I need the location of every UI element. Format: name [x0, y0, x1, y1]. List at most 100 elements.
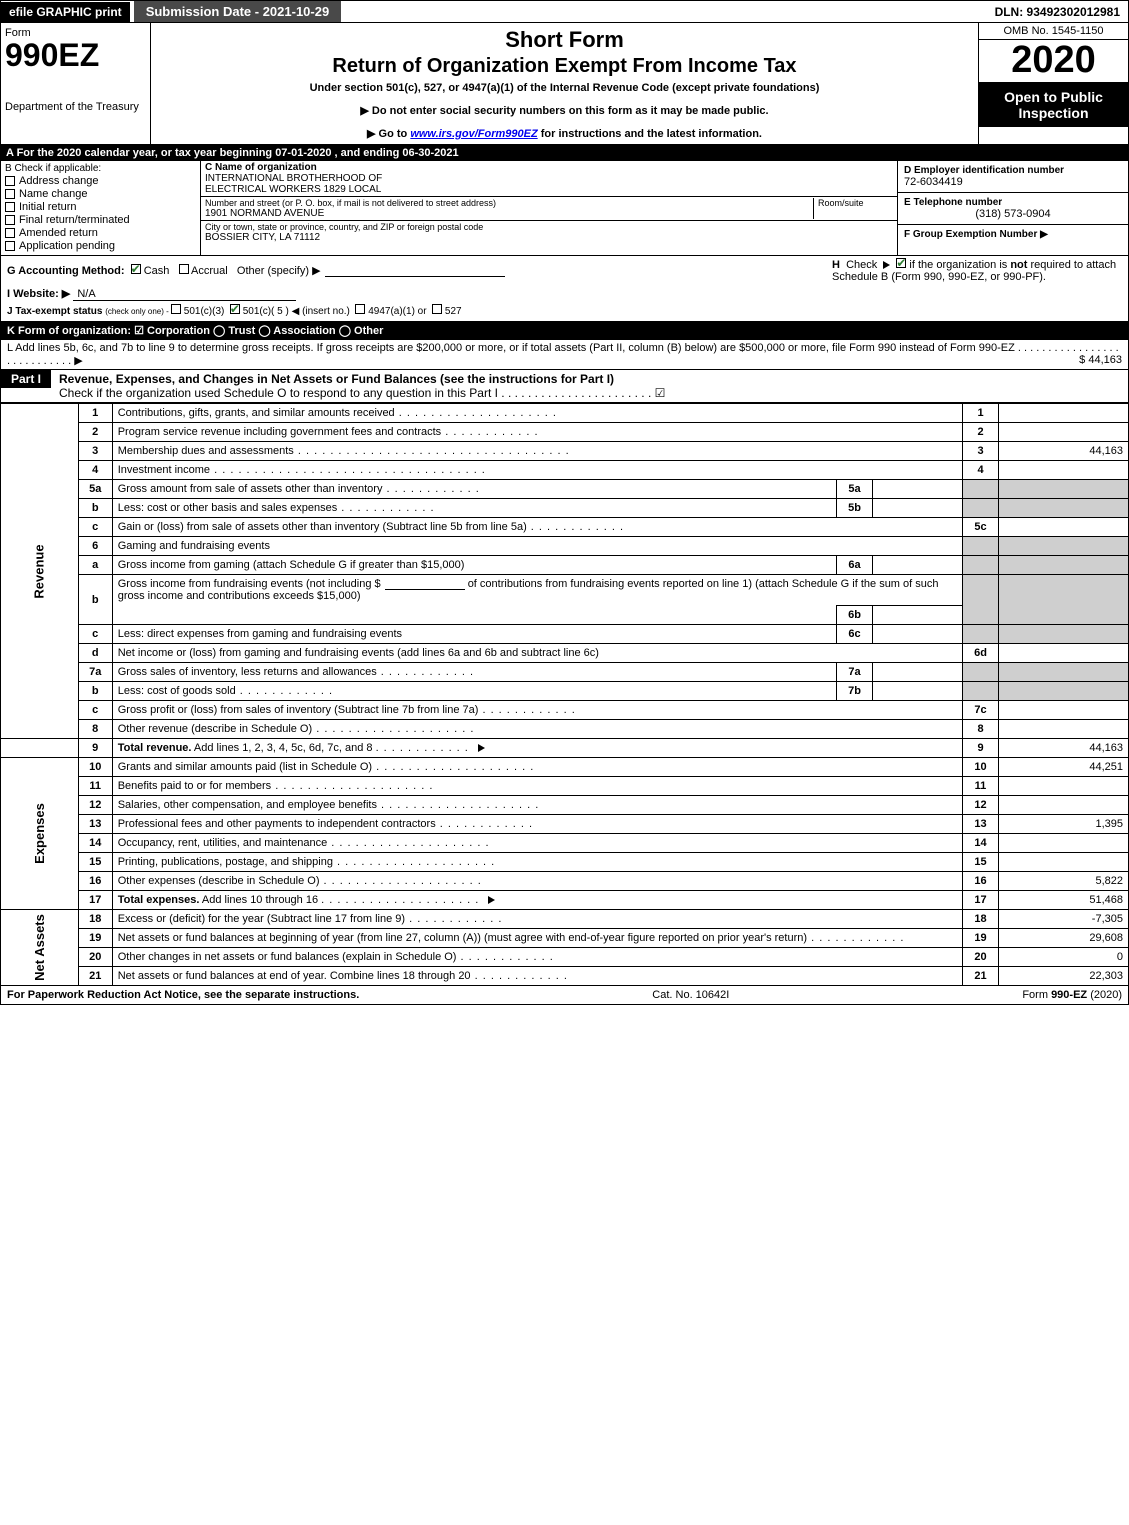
table-row: 12 Salaries, other compensation, and emp…	[1, 796, 1129, 815]
table-row: 2 Program service revenue including gove…	[1, 423, 1129, 442]
line-amount: 5,822	[999, 872, 1129, 891]
ref-num: 2	[963, 423, 999, 442]
table-row: 6 Gaming and fundraising events	[1, 537, 1129, 556]
mini-val	[873, 625, 963, 644]
checkbox-icon[interactable]	[5, 215, 15, 225]
table-row: 11 Benefits paid to or for members 11	[1, 777, 1129, 796]
table-row: c Gain or (loss) from sale of assets oth…	[1, 518, 1129, 537]
line-l: L Add lines 5b, 6c, and 7b to line 9 to …	[0, 340, 1129, 370]
line-j-note: (check only one) -	[105, 307, 171, 316]
line-g-label: G Accounting Method:	[7, 265, 125, 277]
title-shortform: Short Form	[159, 27, 970, 53]
mini-val	[873, 499, 963, 518]
checkbox-icon[interactable]	[5, 176, 15, 186]
mini-ref: 6c	[837, 625, 873, 644]
line-num: b	[78, 682, 112, 701]
tax-year: 2020	[979, 40, 1128, 83]
mini-val	[873, 606, 963, 625]
line-num: 18	[78, 910, 112, 929]
line-desc: Benefits paid to or for members	[118, 780, 271, 792]
section-btof: B Check if applicable: Address change Na…	[0, 161, 1129, 256]
line-desc-bold: Total revenue.	[118, 742, 192, 754]
table-row: b Less: cost or other basis and sales ex…	[1, 499, 1129, 518]
website-value: N/A	[73, 288, 295, 301]
checkbox-icon[interactable]	[5, 202, 15, 212]
amount-shade	[999, 556, 1129, 575]
chk-final-return[interactable]: Final return/terminated	[5, 214, 196, 226]
line-num: 6	[78, 537, 112, 556]
arrow-icon	[883, 261, 890, 269]
ref-shade	[963, 480, 999, 499]
accrual-label: Accrual	[191, 265, 228, 277]
ref-num: 4	[963, 461, 999, 480]
checkbox-icon[interactable]	[5, 228, 15, 238]
table-row: Expenses 10 Grants and similar amounts p…	[1, 758, 1129, 777]
efile-label[interactable]: efile GRAPHIC print	[1, 2, 130, 22]
table-row: c Gross profit or (loss) from sales of i…	[1, 701, 1129, 720]
table-row: 6b	[1, 606, 1129, 625]
part-i-label: Part I	[1, 370, 51, 388]
line-desc: Salaries, other compensation, and employ…	[118, 799, 377, 811]
ref-num: 13	[963, 815, 999, 834]
line-l-text: L Add lines 5b, 6c, and 7b to line 9 to …	[7, 342, 1119, 367]
checkbox-icon[interactable]	[5, 189, 15, 199]
section-b: B Check if applicable: Address change Na…	[1, 161, 201, 255]
mini-val	[873, 480, 963, 499]
chk-amended-return[interactable]: Amended return	[5, 227, 196, 239]
mini-ref: 5a	[837, 480, 873, 499]
line-desc: Contributions, gifts, grants, and simila…	[118, 407, 395, 419]
checkbox-icon[interactable]	[355, 304, 365, 314]
other-input[interactable]	[325, 265, 505, 277]
ref-shade	[963, 625, 999, 644]
checkbox-icon[interactable]	[131, 264, 141, 274]
checkbox-icon[interactable]	[230, 304, 240, 314]
checkbox-icon[interactable]	[432, 304, 442, 314]
line-desc: Other expenses (describe in Schedule O)	[118, 875, 320, 887]
line-num: a	[78, 556, 112, 575]
chk-label: Address change	[19, 175, 99, 187]
blank-input[interactable]	[385, 578, 465, 590]
name-label: C Name of organization	[205, 162, 893, 173]
checkbox-icon[interactable]	[5, 241, 15, 251]
line-num: 19	[78, 929, 112, 948]
line-num: 16	[78, 872, 112, 891]
line-num: 17	[78, 891, 112, 910]
ref-num: 10	[963, 758, 999, 777]
line-desc: Gaming and fundraising events	[118, 540, 270, 552]
chk-initial-return[interactable]: Initial return	[5, 201, 196, 213]
line-desc: Other changes in net assets or fund bala…	[118, 951, 457, 963]
ref-num: 21	[963, 967, 999, 986]
part-i-title: Revenue, Expenses, and Changes in Net As…	[51, 370, 1128, 402]
amount-shade	[999, 625, 1129, 644]
line-num: 12	[78, 796, 112, 815]
line-amount: 44,251	[999, 758, 1129, 777]
line-desc: Occupancy, rent, utilities, and maintena…	[118, 837, 328, 849]
header-center: Short Form Return of Organization Exempt…	[151, 23, 978, 144]
ref-shade	[963, 499, 999, 518]
amount-shade	[999, 480, 1129, 499]
line-num: 2	[78, 423, 112, 442]
line-num: 14	[78, 834, 112, 853]
line-desc: Gross income from fundraising events (no…	[118, 578, 381, 590]
goto-prefix: ▶ Go to	[367, 128, 410, 140]
section-e: E Telephone number (318) 573-0904	[898, 193, 1128, 225]
table-row: 4 Investment income 4	[1, 461, 1129, 480]
irs-link[interactable]: www.irs.gov/Form990EZ	[410, 128, 537, 140]
chk-application-pending[interactable]: Application pending	[5, 240, 196, 252]
line-desc: Other revenue (describe in Schedule O)	[118, 723, 312, 735]
table-row: c Less: direct expenses from gaming and …	[1, 625, 1129, 644]
line-num: 9	[78, 739, 112, 758]
ref-num: 16	[963, 872, 999, 891]
mini-ref: 5b	[837, 499, 873, 518]
header-right: OMB No. 1545-1150 2020 Open to Public In…	[978, 23, 1128, 144]
footer-center: Cat. No. 10642I	[652, 989, 729, 1001]
checkbox-icon[interactable]	[171, 304, 181, 314]
table-row: 15 Printing, publications, postage, and …	[1, 853, 1129, 872]
chk-name-change[interactable]: Name change	[5, 188, 196, 200]
checkbox-icon[interactable]	[179, 264, 189, 274]
chk-address-change[interactable]: Address change	[5, 175, 196, 187]
line-desc: Gain or (loss) from sale of assets other…	[118, 521, 527, 533]
ref-num: 18	[963, 910, 999, 929]
title-return: Return of Organization Exempt From Incom…	[159, 55, 970, 78]
checkbox-icon[interactable]	[896, 258, 906, 268]
